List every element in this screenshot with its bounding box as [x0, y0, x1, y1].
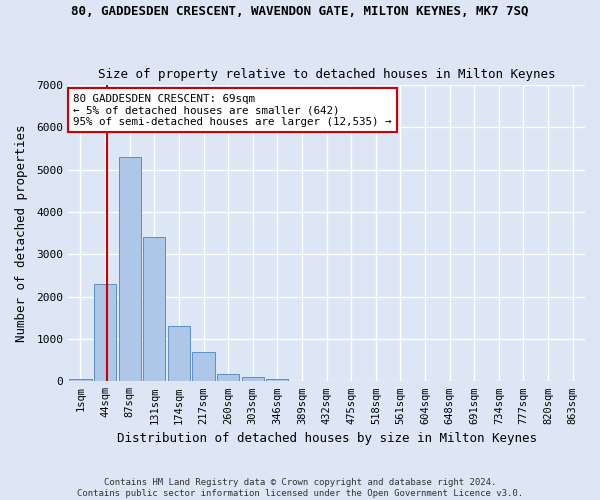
Bar — [168, 326, 190, 382]
Bar — [193, 352, 215, 382]
Title: Size of property relative to detached houses in Milton Keynes: Size of property relative to detached ho… — [98, 68, 556, 81]
Text: Contains HM Land Registry data © Crown copyright and database right 2024.
Contai: Contains HM Land Registry data © Crown c… — [77, 478, 523, 498]
Bar — [143, 238, 166, 382]
X-axis label: Distribution of detached houses by size in Milton Keynes: Distribution of detached houses by size … — [116, 432, 536, 445]
Bar — [242, 377, 264, 382]
Bar — [266, 380, 289, 382]
Bar — [291, 380, 313, 382]
Bar — [217, 374, 239, 382]
Text: 80 GADDESDEN CRESCENT: 69sqm
← 5% of detached houses are smaller (642)
95% of se: 80 GADDESDEN CRESCENT: 69sqm ← 5% of det… — [73, 94, 392, 127]
Text: 80, GADDESDEN CRESCENT, WAVENDON GATE, MILTON KEYNES, MK7 7SQ: 80, GADDESDEN CRESCENT, WAVENDON GATE, M… — [71, 5, 529, 18]
Bar — [70, 379, 92, 382]
Bar — [119, 157, 141, 382]
Y-axis label: Number of detached properties: Number of detached properties — [15, 124, 28, 342]
Bar — [94, 284, 116, 382]
